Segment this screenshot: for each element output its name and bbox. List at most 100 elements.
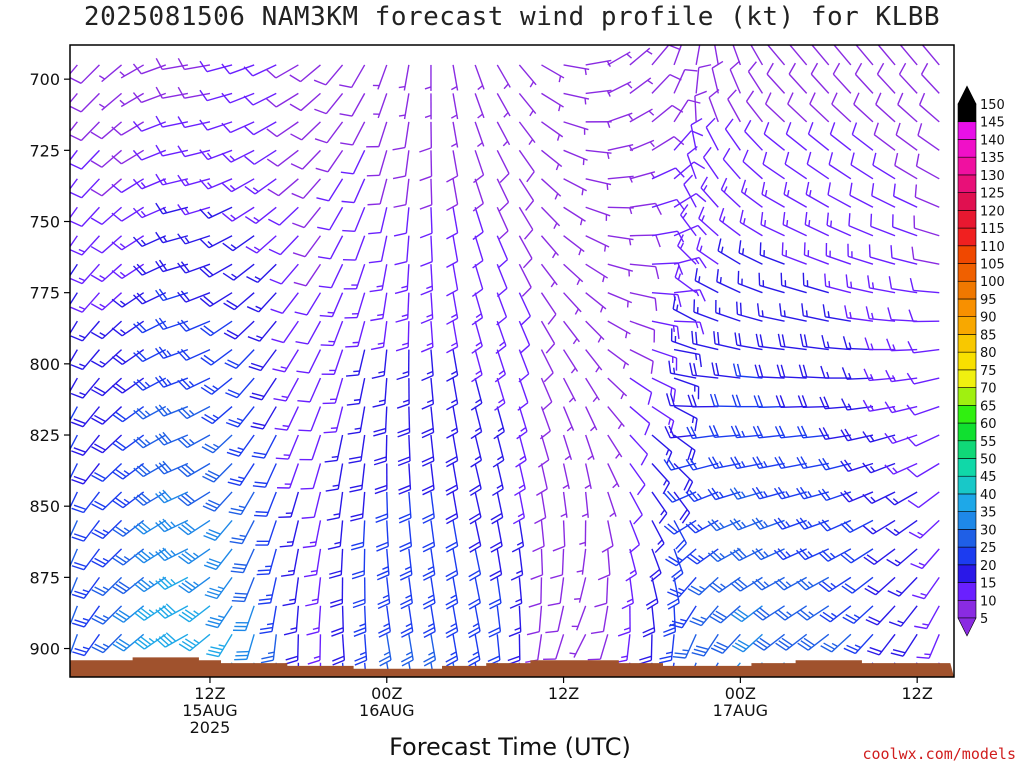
wind-barb <box>673 68 698 94</box>
wind-barb <box>562 406 575 432</box>
x-tick-label: 12Z <box>194 684 225 703</box>
wind-barb <box>818 519 852 532</box>
wind-barb <box>796 486 829 500</box>
wind-barb <box>201 434 233 454</box>
wind-barb <box>671 548 684 582</box>
wind-barb <box>223 292 255 311</box>
wind-barb <box>422 491 435 524</box>
wind-barb <box>243 64 277 77</box>
wind-barb <box>689 362 719 379</box>
wind-barb <box>400 605 414 638</box>
wind-barb <box>730 456 763 470</box>
wind-barb <box>421 406 435 439</box>
wind-barb <box>487 634 501 666</box>
wind-barb <box>70 92 100 113</box>
credit-link[interactable]: coolwx.com/models <box>862 745 1016 763</box>
wind-barb <box>133 576 167 593</box>
wind-barb <box>496 206 509 241</box>
wind-barb <box>585 434 595 461</box>
wind-barb <box>669 605 697 629</box>
wind-barb <box>467 634 481 667</box>
wind-barb <box>269 263 299 285</box>
wind-barb <box>574 577 587 603</box>
wind-barb <box>514 463 526 497</box>
wind-barb <box>774 605 808 621</box>
wind-barb <box>222 263 255 281</box>
wind-barb <box>541 64 565 83</box>
wind-barb <box>471 264 484 297</box>
colorbar-label: 65 <box>980 399 997 414</box>
wind-barb <box>275 434 300 460</box>
wind-barb <box>674 320 705 335</box>
colorbar-label: 20 <box>980 559 997 574</box>
colorbar-extend-low <box>957 617 977 637</box>
wind-barb <box>132 206 167 219</box>
wind-barb <box>863 548 896 565</box>
wind-barb <box>829 122 852 151</box>
wind-barb <box>868 244 896 265</box>
wind-barb <box>430 662 437 677</box>
wind-barb <box>629 47 653 66</box>
wind-barb <box>226 434 255 457</box>
wind-barb <box>873 122 896 151</box>
wind-barb <box>177 233 211 245</box>
wind-barb <box>370 321 388 351</box>
wind-barb <box>668 360 697 379</box>
wind-barb <box>663 519 697 535</box>
wind-barb <box>313 64 344 86</box>
wind-barb <box>350 520 366 551</box>
wind-barb <box>177 348 211 361</box>
wind-barb <box>254 491 277 517</box>
wind-barb <box>133 292 167 305</box>
wind-barb <box>753 633 785 651</box>
wind-barb <box>809 92 830 123</box>
wind-barb <box>468 491 482 525</box>
wind-barb <box>395 292 410 323</box>
wind-barb <box>290 121 321 141</box>
wind-barb <box>760 212 785 237</box>
wind-barb <box>315 149 344 173</box>
wind-barb <box>251 434 277 459</box>
wind-barb <box>70 263 100 285</box>
wind-barb <box>711 362 741 379</box>
wind-barb <box>296 349 322 374</box>
wind-barb <box>132 149 167 161</box>
wind-barb <box>762 151 785 180</box>
wind-barb <box>807 121 830 151</box>
wind-barb <box>247 320 277 342</box>
wind-barb <box>518 292 531 326</box>
wind-barb <box>779 303 807 322</box>
wind-barb <box>525 634 543 663</box>
wind-barb <box>445 463 459 496</box>
wind-barb <box>70 406 101 428</box>
wind-barb <box>232 605 255 632</box>
wind-barb <box>585 178 612 191</box>
wind-barb <box>349 463 366 493</box>
wind-barb <box>71 519 101 542</box>
wind-barb <box>372 64 388 90</box>
wind-barb <box>629 406 651 436</box>
wind-barb <box>518 263 532 297</box>
wind-barb <box>350 491 366 522</box>
colorbar-segment <box>957 405 977 424</box>
wind-barb <box>865 605 896 626</box>
wind-barb <box>133 320 167 334</box>
wind-barb <box>70 235 78 258</box>
wind-barb <box>716 269 741 294</box>
wind-barb <box>887 307 918 322</box>
wind-barb <box>651 73 682 94</box>
wind-barb <box>540 377 553 411</box>
wind-barb <box>446 235 459 268</box>
wind-barb <box>895 122 918 151</box>
colorbar-segment <box>957 458 977 477</box>
wind-barb <box>805 181 830 208</box>
wind-barb <box>70 548 79 574</box>
wind-barb <box>708 89 720 123</box>
wind-barb <box>492 434 505 468</box>
wind-barb <box>921 45 940 66</box>
wind-barb <box>694 268 719 294</box>
wind-barb <box>399 520 413 553</box>
wind-barb <box>607 175 634 183</box>
wind-barb <box>112 576 145 595</box>
wind-barb <box>493 406 505 440</box>
